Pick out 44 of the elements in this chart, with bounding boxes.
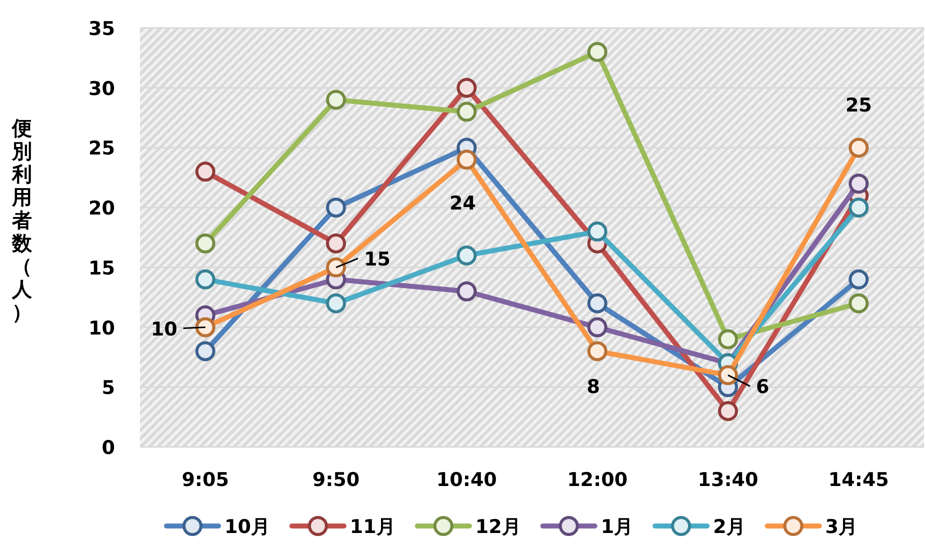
point bbox=[848, 293, 869, 314]
point bbox=[718, 401, 738, 422]
y-tick-label: 35 bbox=[88, 18, 115, 40]
point bbox=[326, 90, 346, 110]
point bbox=[848, 174, 869, 194]
data-label: 8 bbox=[586, 376, 600, 398]
y-tick-label: 30 bbox=[88, 78, 115, 100]
point bbox=[195, 162, 216, 182]
point bbox=[195, 341, 216, 362]
x-tick-label: 13:40 bbox=[698, 469, 758, 491]
data-label: 24 bbox=[449, 192, 476, 215]
x-tick-label: 9:50 bbox=[312, 469, 360, 491]
x-tick-label: 10:40 bbox=[436, 469, 497, 491]
data-label: 6 bbox=[756, 376, 770, 398]
y-tick-label: 0 bbox=[102, 437, 115, 459]
point bbox=[326, 198, 346, 218]
x-tick-label: 14:45 bbox=[828, 469, 889, 491]
point bbox=[587, 317, 608, 338]
point bbox=[456, 78, 477, 98]
legend-label: 1月 bbox=[600, 516, 634, 538]
y-tick-label: 5 bbox=[102, 377, 115, 400]
y-tick-label: 15 bbox=[88, 257, 115, 280]
data-label: 10 bbox=[150, 318, 178, 340]
point bbox=[195, 233, 216, 254]
legend-label: 3月 bbox=[825, 516, 858, 538]
x-tick-label: 9:05 bbox=[182, 469, 229, 491]
legend-label: 11月 bbox=[350, 516, 396, 538]
point bbox=[848, 269, 869, 290]
text: 便別利用者数（人） bbox=[12, 116, 32, 324]
point bbox=[456, 102, 477, 122]
data-label: 25 bbox=[845, 94, 872, 117]
x-tick-label: 12:00 bbox=[567, 469, 628, 491]
legend-label: 12月 bbox=[475, 516, 521, 538]
data-label: 15 bbox=[364, 248, 390, 270]
point bbox=[718, 329, 738, 350]
y-tick-label: 25 bbox=[88, 138, 115, 160]
point bbox=[587, 293, 608, 314]
y-tick-label: 20 bbox=[88, 198, 115, 220]
legend-label: 10月 bbox=[224, 516, 270, 538]
point bbox=[587, 42, 608, 62]
y-tick-label: 10 bbox=[88, 317, 115, 340]
point bbox=[456, 281, 477, 302]
point bbox=[326, 233, 346, 254]
legend-label: 2月 bbox=[713, 516, 746, 538]
